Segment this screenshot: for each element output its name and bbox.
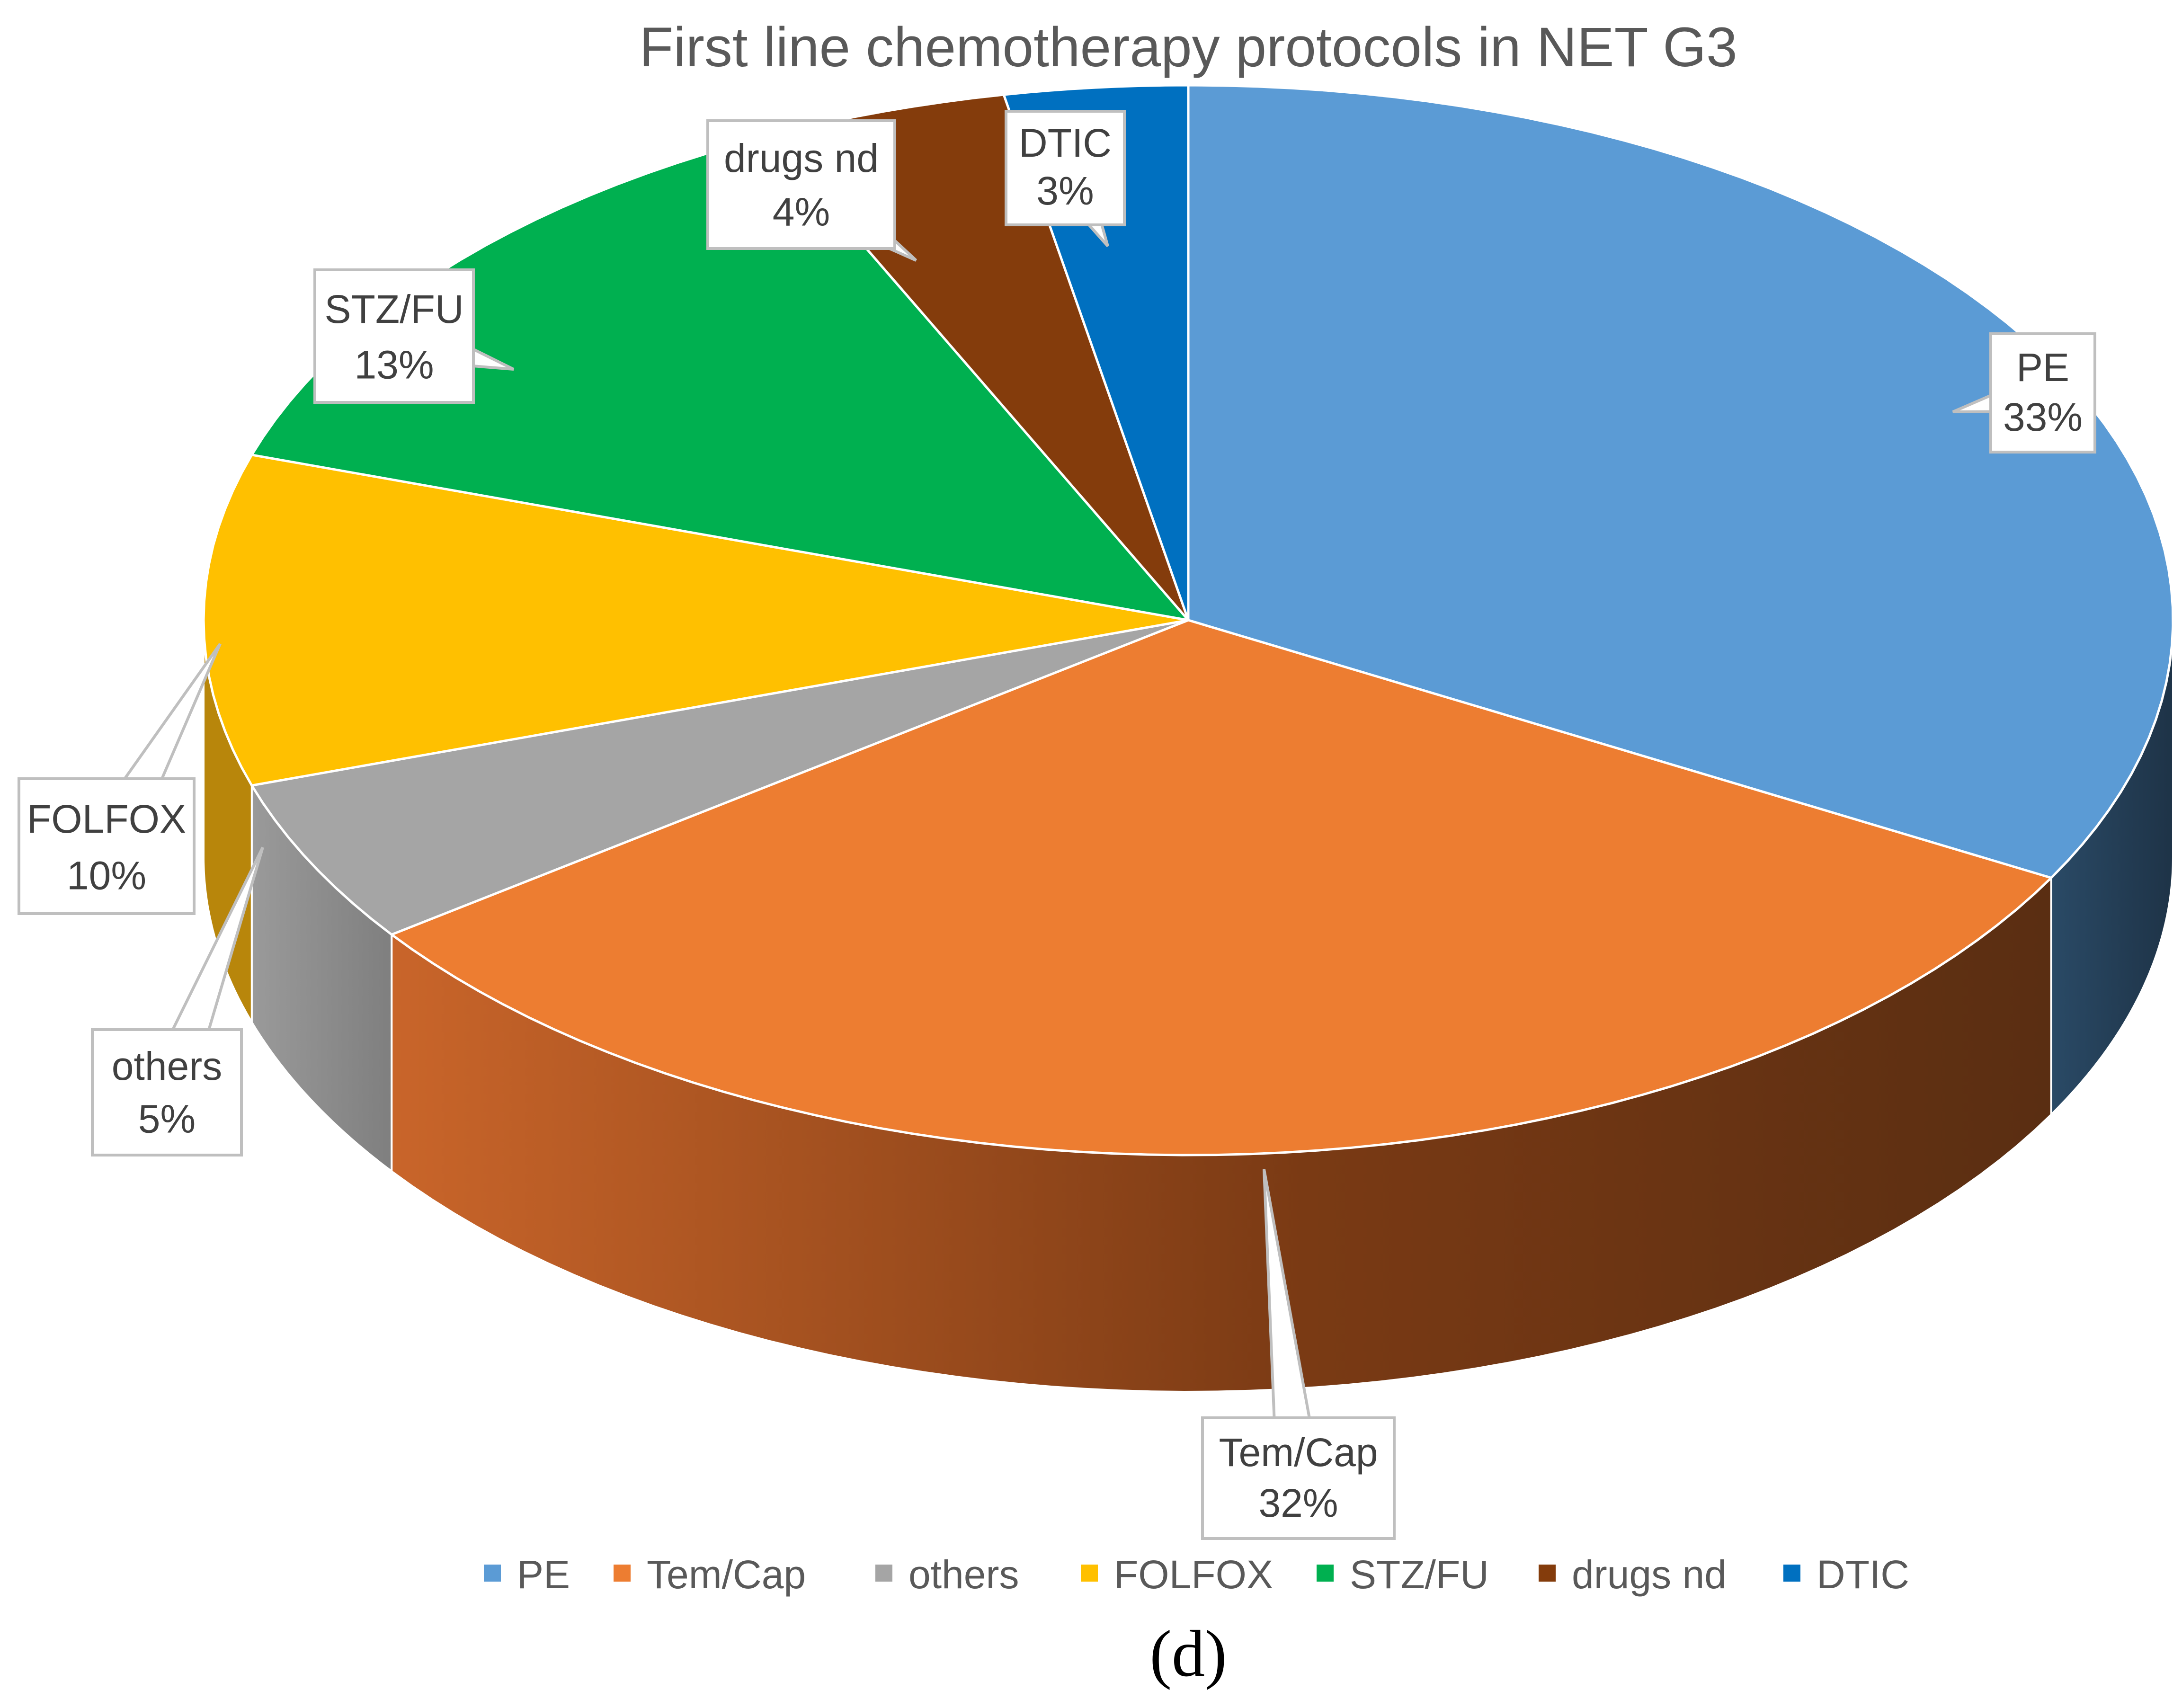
callout-stz-fu: STZ/FU 13% bbox=[313, 268, 515, 404]
legend-label: DTIC bbox=[1817, 1552, 1909, 1597]
data-label-category: STZ/FU bbox=[325, 287, 464, 331]
legend-item-dtic: DTIC bbox=[1783, 1552, 1909, 1597]
callout-folfox: FOLFOX 10% bbox=[18, 643, 222, 915]
slice-stz-fu bbox=[250, 135, 1190, 622]
legend-swatch bbox=[614, 1565, 631, 1582]
callout-drugs-nd: drugs nd 4% bbox=[706, 119, 917, 262]
slice-folfox bbox=[202, 454, 1190, 787]
data-label-percent: 5% bbox=[138, 1096, 196, 1141]
legend-label: PE bbox=[517, 1552, 570, 1597]
legend-label: STZ/FU bbox=[1350, 1552, 1489, 1597]
pie-sides bbox=[203, 620, 2174, 1393]
callout-box-fill bbox=[1204, 1420, 1392, 1537]
data-label-percent: 4% bbox=[773, 189, 830, 234]
legend-label: others bbox=[908, 1552, 1019, 1597]
legend-swatch bbox=[1081, 1565, 1098, 1582]
callout-tem-cap: Tem/Cap 32% bbox=[1201, 1169, 1396, 1540]
callout-others: others 5% bbox=[91, 846, 264, 1156]
legend-swatch bbox=[1783, 1565, 1800, 1582]
figure-caption: (d) bbox=[1149, 1617, 1227, 1690]
callout-box-fill bbox=[94, 1032, 240, 1153]
slice-others bbox=[250, 619, 1190, 936]
callout-box-fill bbox=[710, 123, 893, 247]
data-label-percent: 33% bbox=[2003, 395, 2083, 439]
data-label-category: PE bbox=[2016, 345, 2069, 390]
legend: PE Tem/Cap others FOLFOX STZ/FU drugs nd DTIC bbox=[484, 1552, 1909, 1597]
callout-box-fill bbox=[1993, 336, 2093, 450]
legend-item-pe: PE bbox=[484, 1552, 570, 1597]
callout-box-fill bbox=[21, 781, 192, 912]
pie-callouts: PE 33% Tem/Cap 32% others 5% FOLFOX 10% STZ/FU 13… bbox=[18, 110, 2096, 1540]
data-label-category: others bbox=[112, 1044, 222, 1088]
pie-top bbox=[202, 84, 2174, 1156]
data-label-percent: 13% bbox=[354, 343, 434, 387]
chart-title: First line chemotherapy protocols in NET… bbox=[639, 16, 1737, 79]
callout-box-fill bbox=[317, 272, 472, 400]
data-label-category: Tem/Cap bbox=[1219, 1430, 1378, 1475]
legend-item-folfox: FOLFOX bbox=[1081, 1552, 1273, 1597]
legend-swatch bbox=[1539, 1565, 1556, 1582]
data-label-percent: 32% bbox=[1258, 1481, 1338, 1525]
data-label-percent: 10% bbox=[67, 854, 146, 898]
legend-label: Tem/Cap bbox=[647, 1552, 806, 1597]
legend-item-stz-fu: STZ/FU bbox=[1317, 1552, 1489, 1597]
legend-swatch bbox=[484, 1565, 501, 1582]
data-label-category: FOLFOX bbox=[27, 797, 186, 841]
legend-item-others: others bbox=[875, 1552, 1019, 1597]
data-label-category: drugs nd bbox=[724, 136, 879, 180]
callout-box-fill bbox=[1008, 113, 1122, 223]
data-label-category: DTIC bbox=[1019, 121, 1112, 165]
legend-item-tem-cap: Tem/Cap bbox=[614, 1552, 806, 1597]
data-label-percent: 3% bbox=[1036, 169, 1094, 213]
legend-item-drugs-nd: drugs nd bbox=[1539, 1552, 1727, 1597]
slice-tem-cap bbox=[390, 619, 2053, 1156]
legend-label: FOLFOX bbox=[1114, 1552, 1273, 1597]
legend-swatch bbox=[1317, 1565, 1334, 1582]
callout-pe: PE 33% bbox=[1952, 332, 2096, 454]
legend-swatch bbox=[875, 1565, 892, 1582]
legend-label: drugs nd bbox=[1572, 1552, 1727, 1597]
